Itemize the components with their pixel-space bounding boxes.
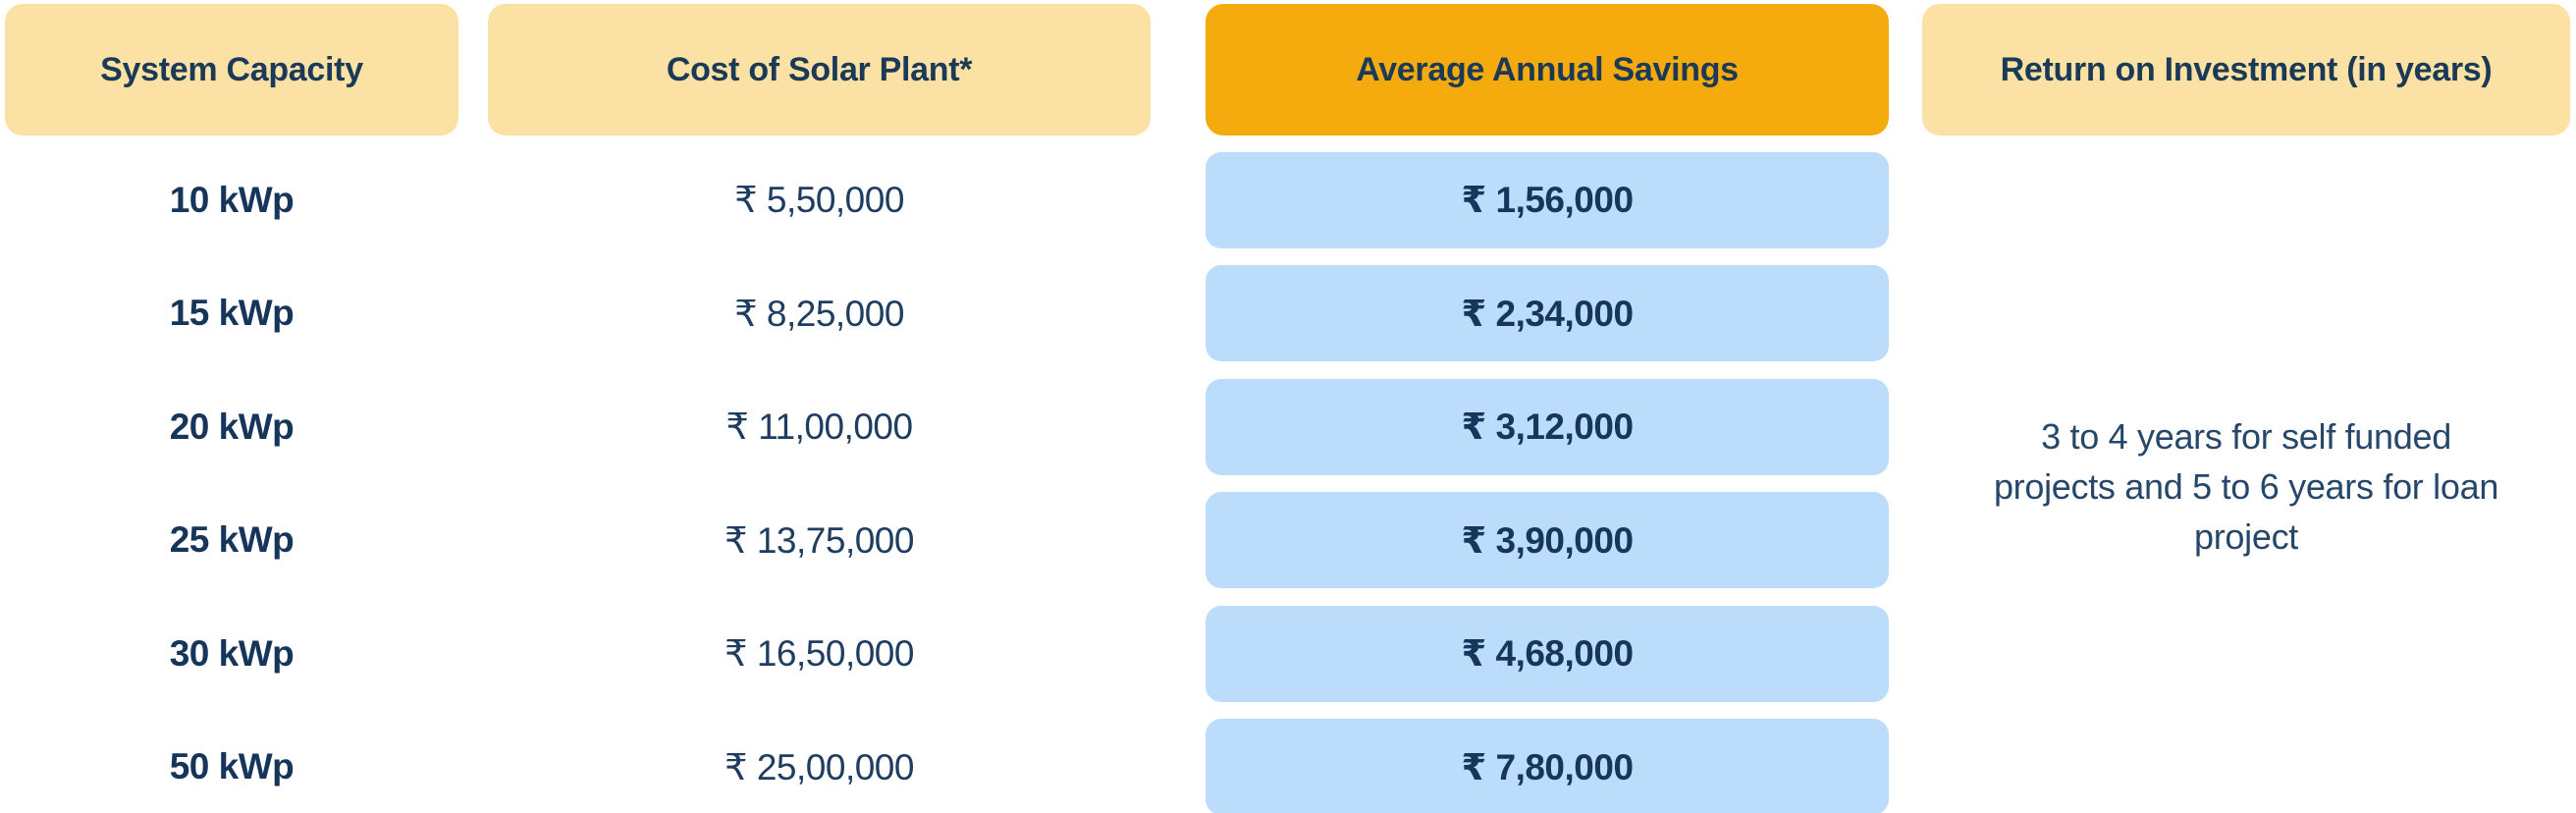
cost-cell-25kwp: ₹ 13,75,000 — [724, 519, 914, 561]
table-row: ₹ 2,34,000 — [1206, 257, 1889, 371]
capacity-cell-15kwp: 15 kWp — [169, 293, 295, 334]
table-row: 15 kWp — [5, 257, 458, 371]
roi-note-container: 3 to 4 years for self funded projects an… — [1922, 136, 2570, 813]
cost-cell-15kwp: ₹ 8,25,000 — [734, 293, 904, 334]
table-row: 25 kWp — [5, 484, 458, 598]
table-row: ₹ 11,00,000 — [488, 370, 1151, 484]
capacity-rows: 10 kWp 15 kWp 20 kWp 25 kWp 30 kWp 50 kW… — [5, 143, 458, 813]
table-row: ₹ 5,50,000 — [488, 143, 1151, 257]
capacity-cell-50kwp: 50 kWp — [169, 746, 295, 787]
column-system-capacity: System Capacity 10 kWp 15 kWp 20 kWp 25 … — [5, 0, 458, 813]
table-row: 30 kWp — [5, 597, 458, 711]
header-return-on-investment: Return on Investment (in years) — [1922, 4, 2570, 136]
table-row: ₹ 25,00,000 — [488, 711, 1151, 813]
savings-pill-20kwp: ₹ 3,12,000 — [1206, 378, 1889, 475]
savings-pill-15kwp: ₹ 2,34,000 — [1206, 265, 1889, 362]
roi-note: 3 to 4 years for self funded projects an… — [1993, 415, 2499, 557]
savings-pill-30kwp: ₹ 4,68,000 — [1206, 605, 1889, 702]
capacity-cell-25kwp: 25 kWp — [169, 519, 295, 561]
table-row: ₹ 16,50,000 — [488, 597, 1151, 711]
capacity-cell-30kwp: 30 kWp — [169, 632, 295, 674]
header-average-annual-savings: Average Annual Savings — [1206, 4, 1889, 136]
column-return-on-investment: Return on Investment (in years) 3 to 4 y… — [1922, 0, 2570, 813]
header-cost-of-solar-plant: Cost of Solar Plant* — [488, 4, 1151, 136]
cost-cell-20kwp: ₹ 11,00,000 — [725, 406, 913, 448]
table-row: ₹ 13,75,000 — [488, 484, 1151, 598]
table-row: ₹ 4,68,000 — [1206, 597, 1889, 711]
column-cost-of-solar-plant: Cost of Solar Plant* ₹ 5,50,000 ₹ 8,25,0… — [488, 0, 1151, 813]
savings-pill-10kwp: ₹ 1,56,000 — [1206, 151, 1889, 248]
savings-pill-25kwp: ₹ 3,90,000 — [1206, 492, 1889, 589]
table-row: ₹ 1,56,000 — [1206, 143, 1889, 257]
cost-cell-50kwp: ₹ 25,00,000 — [724, 746, 914, 787]
table-row: ₹ 3,90,000 — [1206, 484, 1889, 598]
capacity-cell-10kwp: 10 kWp — [169, 179, 295, 220]
cost-rows: ₹ 5,50,000 ₹ 8,25,000 ₹ 11,00,000 ₹ 13,7… — [488, 143, 1151, 813]
savings-rows: ₹ 1,56,000 ₹ 2,34,000 ₹ 3,12,000 ₹ 3,90,… — [1206, 143, 1889, 813]
header-system-capacity: System Capacity — [5, 4, 458, 136]
cost-cell-30kwp: ₹ 16,50,000 — [724, 633, 914, 675]
table-row: ₹ 3,12,000 — [1206, 370, 1889, 484]
table-row: ₹ 7,80,000 — [1206, 711, 1889, 813]
cost-cell-10kwp: ₹ 5,50,000 — [734, 180, 904, 221]
table-row: 50 kWp — [5, 711, 458, 813]
capacity-cell-20kwp: 20 kWp — [169, 406, 295, 447]
column-average-annual-savings: Average Annual Savings ₹ 1,56,000 ₹ 2,34… — [1206, 0, 1889, 813]
table-row: ₹ 8,25,000 — [488, 257, 1151, 371]
table-row: 10 kWp — [5, 143, 458, 257]
table-row: 20 kWp — [5, 370, 458, 484]
savings-pill-50kwp: ₹ 7,80,000 — [1206, 719, 1889, 813]
